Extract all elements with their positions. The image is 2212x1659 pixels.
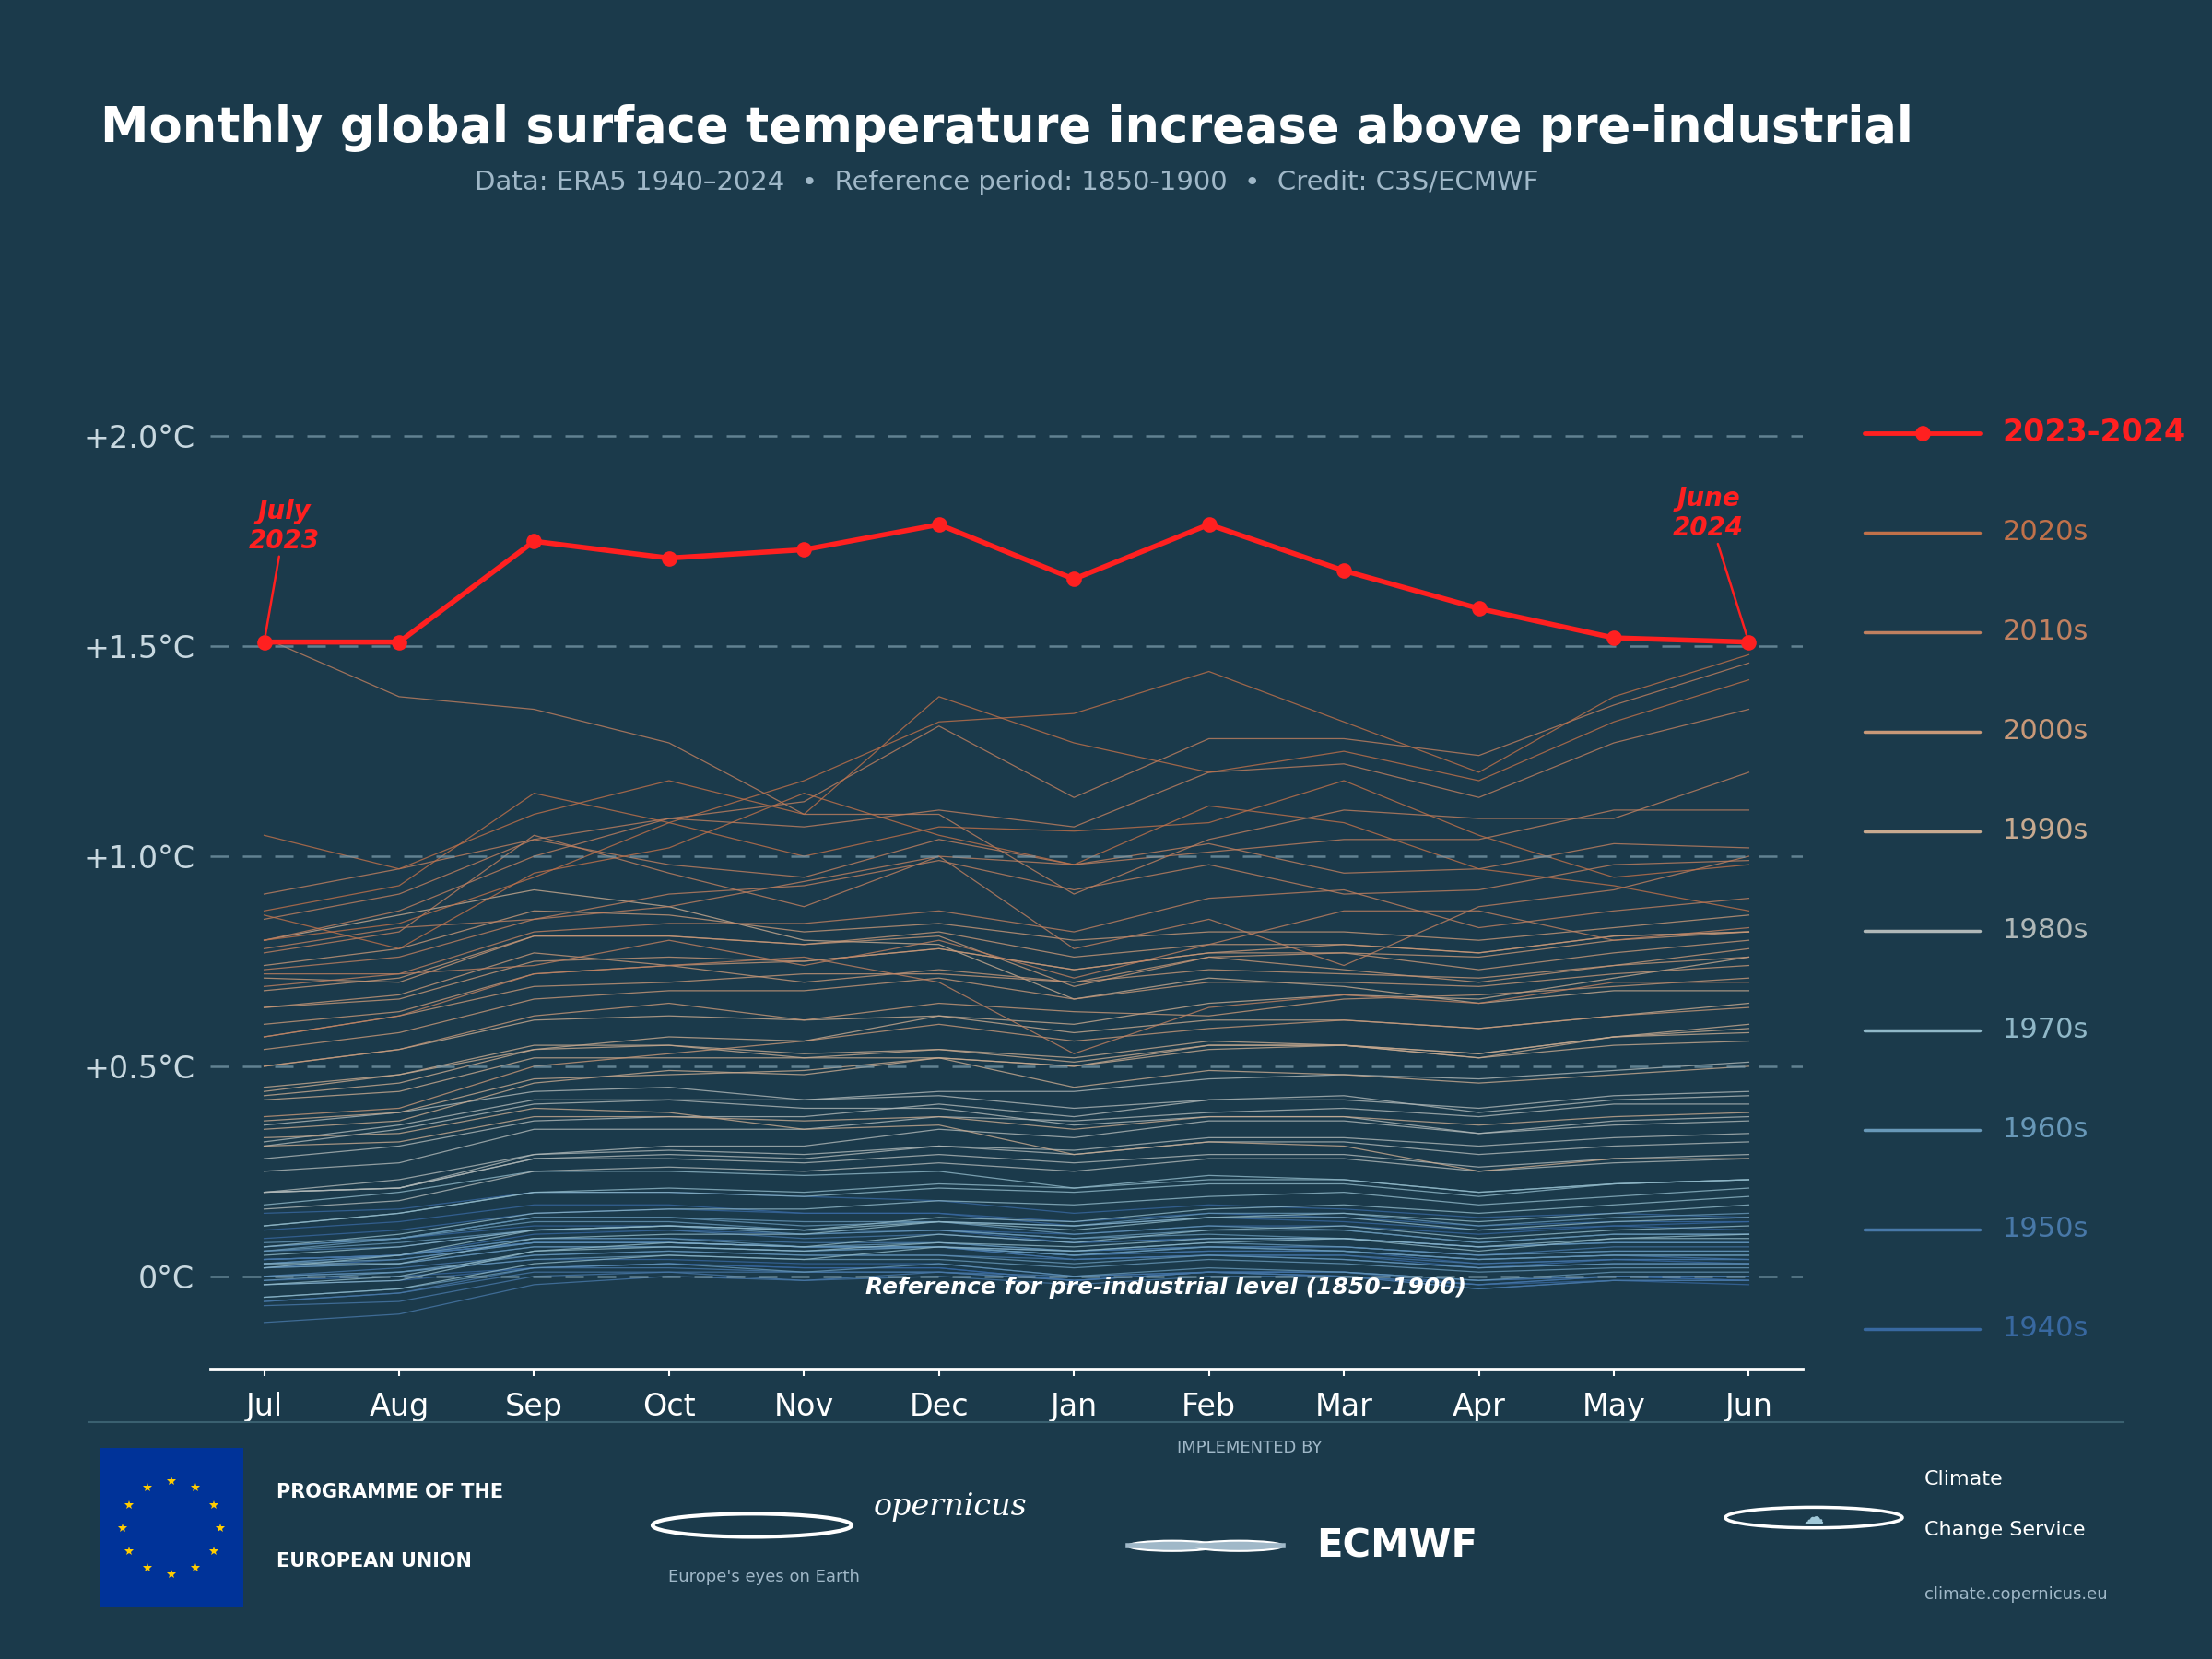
Text: IMPLEMENTED BY: IMPLEMENTED BY [1177,1440,1323,1457]
Text: opernicus: opernicus [874,1493,1026,1521]
Text: ECMWF: ECMWF [1316,1526,1478,1564]
Text: EUROPEAN UNION: EUROPEAN UNION [276,1553,471,1571]
Text: Climate: Climate [1924,1470,2004,1488]
Text: climate.copernicus.eu: climate.copernicus.eu [1924,1586,2108,1603]
Circle shape [1128,1541,1217,1551]
Text: 2000s: 2000s [2002,718,2088,745]
Text: Reference for pre-industrial level (1850–1900): Reference for pre-industrial level (1850… [865,1277,1467,1299]
Text: 1970s: 1970s [2002,1017,2088,1044]
Text: 1980s: 1980s [2002,917,2088,944]
Bar [100,1448,243,1608]
Text: 2020s: 2020s [2002,519,2088,546]
Text: Monthly global surface temperature increase above pre-industrial: Monthly global surface temperature incre… [100,105,1913,151]
Text: June
2024: June 2024 [1672,486,1747,635]
Text: ☁: ☁ [1803,1508,1825,1526]
Circle shape [1194,1541,1283,1551]
Text: 2010s: 2010s [2002,619,2088,645]
Text: July
2023: July 2023 [250,498,321,634]
Text: PROGRAMME OF THE: PROGRAMME OF THE [276,1483,504,1501]
Text: 2023-2024: 2023-2024 [2002,418,2185,448]
Text: Europe's eyes on Earth: Europe's eyes on Earth [668,1568,860,1584]
Text: 1990s: 1990s [2002,818,2088,844]
Text: 1940s: 1940s [2002,1316,2088,1342]
Text: 1950s: 1950s [2002,1216,2088,1243]
Text: Change Service: Change Service [1924,1521,2086,1540]
Text: Data: ERA5 1940–2024  •  Reference period: 1850-1900  •  Credit: C3S/ECMWF: Data: ERA5 1940–2024 • Reference period:… [476,169,1537,196]
Text: 1960s: 1960s [2002,1117,2088,1143]
